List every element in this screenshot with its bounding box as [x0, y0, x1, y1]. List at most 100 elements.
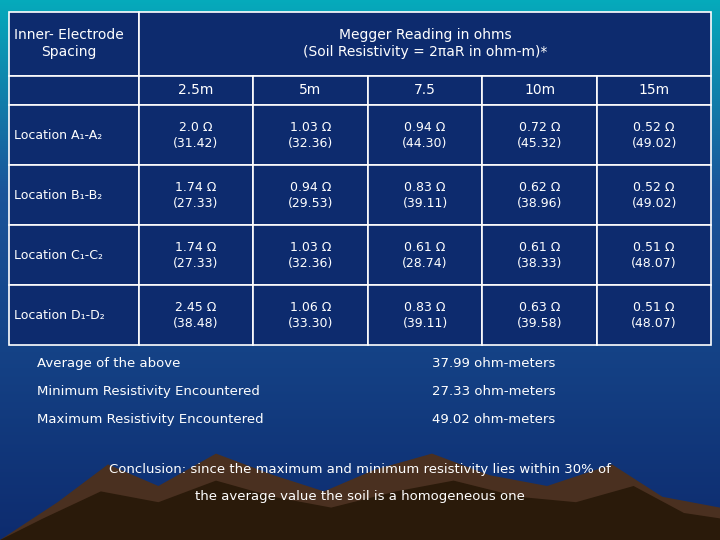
Bar: [0, 257, 720, 258]
Bar: [0, 396, 720, 397]
Bar: [0, 109, 720, 110]
Bar: [9, 76, 139, 105]
Bar: [0, 192, 720, 193]
Bar: [0, 479, 720, 480]
Bar: [0, 249, 720, 250]
Bar: [0, 494, 720, 495]
Bar: [139, 165, 253, 225]
Bar: [0, 282, 720, 283]
Bar: [0, 287, 720, 288]
Bar: [0, 1, 720, 2]
Polygon shape: [0, 454, 720, 540]
Bar: [0, 13, 720, 14]
Bar: [0, 410, 720, 411]
Bar: [0, 177, 720, 178]
Bar: [0, 195, 720, 196]
Bar: [253, 105, 368, 165]
Bar: [0, 231, 720, 232]
Bar: [0, 67, 720, 68]
Text: Minimum Resistivity Encountered: Minimum Resistivity Encountered: [37, 385, 261, 398]
Bar: [0, 495, 720, 496]
Bar: [139, 285, 253, 345]
Bar: [0, 490, 720, 491]
Bar: [0, 259, 720, 260]
Bar: [0, 159, 720, 160]
Bar: [0, 10, 720, 11]
Bar: [0, 9, 720, 10]
Bar: [0, 413, 720, 414]
Bar: [0, 3, 720, 4]
Bar: [0, 33, 720, 34]
Bar: [0, 66, 720, 67]
Bar: [0, 305, 720, 306]
Text: Maximum Resistivity Encountered: Maximum Resistivity Encountered: [37, 413, 264, 426]
Bar: [0, 465, 720, 466]
Bar: [0, 519, 720, 520]
Bar: [0, 539, 720, 540]
Bar: [0, 281, 720, 282]
Bar: [0, 424, 720, 425]
Bar: [0, 385, 720, 386]
Bar: [0, 8, 720, 9]
Text: 0.61 Ω
(28.74): 0.61 Ω (28.74): [402, 241, 448, 269]
Bar: [0, 363, 720, 364]
Bar: [0, 131, 720, 132]
Bar: [0, 269, 720, 270]
Bar: [0, 156, 720, 157]
Bar: [0, 230, 720, 231]
Bar: [0, 90, 720, 91]
Text: 0.51 Ω
(48.07): 0.51 Ω (48.07): [631, 241, 677, 269]
Bar: [0, 306, 720, 307]
Bar: [0, 200, 720, 201]
Bar: [0, 383, 720, 384]
Bar: [0, 446, 720, 447]
Bar: [0, 417, 720, 418]
Text: Conclusion: since the maximum and minimum resistivity lies within 30% of: Conclusion: since the maximum and minimu…: [109, 463, 611, 476]
Bar: [0, 129, 720, 130]
Bar: [0, 126, 720, 127]
Text: 2.45 Ω
(38.48): 2.45 Ω (38.48): [174, 301, 219, 329]
Bar: [0, 5, 720, 6]
Bar: [0, 43, 720, 44]
Bar: [0, 220, 720, 221]
Bar: [0, 75, 720, 76]
Bar: [0, 110, 720, 111]
Bar: [0, 41, 720, 42]
Bar: [0, 204, 720, 205]
Text: the average value the soil is a homogeneous one: the average value the soil is a homogene…: [195, 490, 525, 503]
Bar: [0, 207, 720, 208]
Bar: [482, 76, 597, 105]
Bar: [0, 44, 720, 45]
Bar: [0, 359, 720, 360]
Bar: [0, 328, 720, 329]
Bar: [0, 46, 720, 47]
Bar: [0, 7, 720, 8]
Bar: [0, 123, 720, 124]
Bar: [0, 94, 720, 95]
Bar: [0, 336, 720, 337]
Bar: [0, 23, 720, 24]
Bar: [0, 97, 720, 98]
Bar: [0, 283, 720, 284]
Bar: [0, 501, 720, 502]
Bar: [0, 366, 720, 367]
Bar: [0, 343, 720, 344]
Bar: [0, 176, 720, 177]
Bar: [0, 365, 720, 366]
Bar: [0, 510, 720, 511]
Bar: [0, 471, 720, 472]
Bar: [0, 263, 720, 264]
Bar: [0, 422, 720, 423]
Bar: [482, 165, 597, 225]
Bar: [0, 434, 720, 435]
Bar: [9, 165, 139, 225]
Bar: [0, 330, 720, 331]
Bar: [0, 233, 720, 234]
Bar: [0, 184, 720, 185]
Bar: [0, 135, 720, 136]
Bar: [0, 167, 720, 168]
Text: 5m: 5m: [300, 84, 322, 97]
Bar: [0, 322, 720, 323]
Bar: [0, 477, 720, 478]
Bar: [0, 237, 720, 238]
